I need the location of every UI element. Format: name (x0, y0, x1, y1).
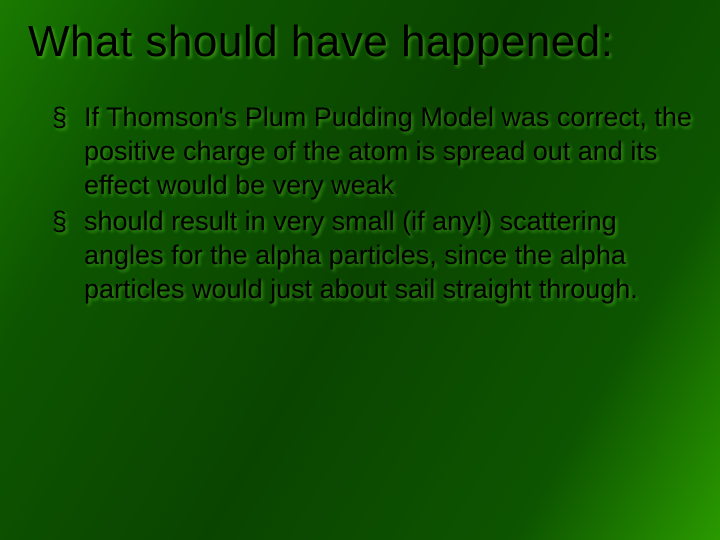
bullet-item: should result in very small (if any!) sc… (80, 204, 692, 306)
slide: What should have happened: If Thomson's … (0, 0, 720, 540)
slide-title: What should have happened: (28, 18, 692, 66)
bullet-list: If Thomson's Plum Pudding Model was corr… (28, 100, 692, 306)
bullet-item: If Thomson's Plum Pudding Model was corr… (80, 100, 692, 202)
